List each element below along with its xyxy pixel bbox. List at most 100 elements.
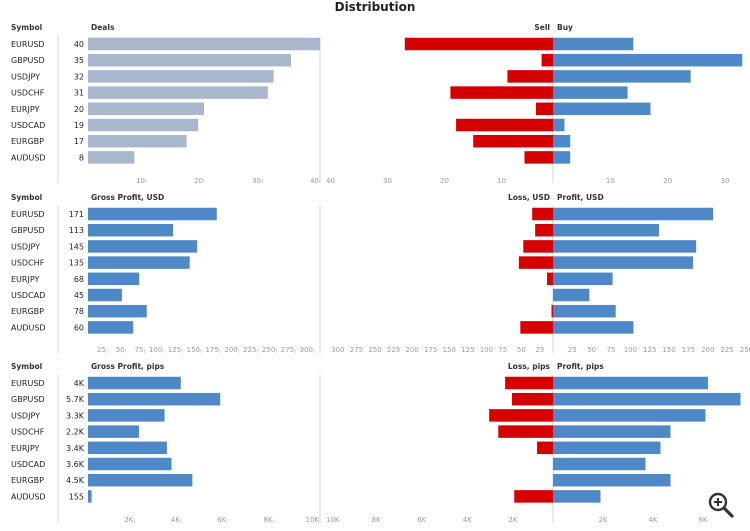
left-bar (88, 321, 134, 334)
chart-panel-profit_pips: Symbol Gross Profit, pips Loss, pips Profit… (11, 362, 741, 524)
right-neg-tick-label: 10 (497, 177, 506, 185)
left-value-label: 78 (74, 307, 84, 316)
positive-bar (553, 490, 601, 503)
right-pos-tick-label: 30 (721, 177, 730, 185)
negative-bar (523, 240, 553, 253)
positive-bar (553, 118, 565, 132)
left-bar (88, 441, 167, 455)
positive-bar (553, 53, 743, 67)
left-bar (88, 288, 122, 302)
left-bar (88, 134, 187, 148)
right-neg-title: Loss, pips (508, 362, 551, 371)
left-bar (88, 409, 165, 422)
left-tick-label: 200 (224, 346, 237, 354)
positive-bar (553, 86, 628, 99)
left-tick-label: 100 (149, 346, 162, 354)
symbol-label: EURUSD (11, 379, 45, 388)
right-neg-tick-label: 225 (387, 346, 400, 354)
left-title: Gross Profit, USD (91, 193, 164, 202)
right-pos-tick-label: 100 (624, 346, 637, 354)
left-title: Deals (91, 23, 115, 32)
left-value-label: 145 (69, 242, 84, 251)
positive-bar (553, 272, 613, 286)
left-bar (88, 118, 199, 132)
positive-bar (553, 288, 590, 302)
positive-bar (553, 37, 634, 51)
right-pos-tick-label: 225 (720, 346, 733, 354)
left-tick-label: 150 (187, 346, 200, 354)
symbol-label: GBPUSD (11, 56, 45, 65)
symbol-label: EURGBP (11, 476, 44, 485)
left-value-label: 3.4K (66, 444, 85, 453)
negative-bar (547, 272, 553, 286)
positive-bar (553, 304, 616, 318)
left-tick-label: 125 (168, 346, 181, 354)
right-neg-tick-label: 75 (498, 346, 507, 354)
left-bar (88, 473, 193, 487)
symbol-label: USDCHF (11, 259, 45, 268)
left-value-label: 68 (74, 275, 84, 284)
right-pos-title: Buy (557, 23, 573, 32)
right-pos-tick-label: 75 (607, 346, 616, 354)
right-neg-tick-label: 20 (440, 177, 449, 185)
symbol-label: USDCHF (11, 428, 45, 437)
left-tick-label: 300 (300, 346, 313, 354)
negative-bar (489, 409, 553, 422)
positive-bar (553, 240, 697, 253)
right-neg-tick-label: 100 (480, 346, 493, 354)
positive-bar (553, 102, 651, 116)
right-neg-tick-label: 25 (535, 346, 544, 354)
left-bar (88, 457, 172, 471)
symbol-label: EURJPY (11, 444, 39, 453)
right-neg-tick-label: 2K (508, 516, 517, 524)
left-value-label: 135 (69, 259, 84, 268)
right-neg-tick-label: 250 (368, 346, 381, 354)
symbol-label: AUDUSD (11, 323, 46, 332)
symbol-header: Symbol (11, 362, 42, 371)
left-value-label: 40 (74, 40, 84, 49)
left-tick-label: 2K (124, 516, 133, 524)
left-value-label: 155 (69, 492, 84, 501)
negative-bar (520, 321, 553, 334)
zoom-button[interactable] (706, 490, 736, 520)
negative-bar (537, 441, 553, 455)
left-value-label: 20 (74, 105, 84, 114)
symbol-label: USDJPY (11, 411, 40, 420)
positive-bar (553, 409, 706, 422)
symbol-label: EURJPY (11, 275, 39, 284)
right-pos-tick-label: 125 (643, 346, 656, 354)
left-tick-label: 30 (252, 177, 261, 185)
left-tick-label: 175 (205, 346, 218, 354)
right-neg-title: Loss, USD (508, 193, 550, 202)
left-bar (88, 37, 320, 51)
left-tick-label: 10K (306, 516, 320, 524)
right-neg-tick-label: 6K (417, 516, 426, 524)
right-pos-tick-label: 4K (648, 516, 657, 524)
left-bar (88, 392, 221, 406)
negative-bar (404, 37, 553, 51)
left-tick-label: 75 (135, 346, 144, 354)
right-neg-tick-label: 30 (383, 177, 392, 185)
right-neg-tick-label: 200 (405, 346, 418, 354)
left-bar (88, 86, 268, 99)
negative-bar (498, 425, 553, 438)
negative-bar (535, 223, 553, 237)
symbol-label: USDCAD (11, 121, 45, 130)
symbol-label: USDJPY (11, 72, 40, 81)
negative-bar (524, 151, 553, 164)
chart-panel-profit_usd: Symbol Gross Profit, USD Loss, USD Profit, … (11, 193, 750, 354)
symbol-label: EURGBP (11, 307, 44, 316)
left-value-label: 3.3K (66, 411, 85, 420)
right-pos-tick-label: 150 (662, 346, 675, 354)
right-pos-tick-label: 200 (701, 346, 714, 354)
symbol-label: AUDUSD (11, 153, 46, 162)
right-pos-tick-label: 10 (606, 177, 615, 185)
left-bar (88, 223, 174, 237)
positive-bar (553, 425, 671, 438)
left-value-label: 31 (74, 89, 84, 98)
left-bar (88, 304, 147, 318)
positive-bar (553, 441, 661, 455)
right-pos-tick-label: 50 (587, 346, 596, 354)
right-pos-title: Profit, USD (557, 193, 604, 202)
left-title: Gross Profit, pips (91, 362, 165, 371)
